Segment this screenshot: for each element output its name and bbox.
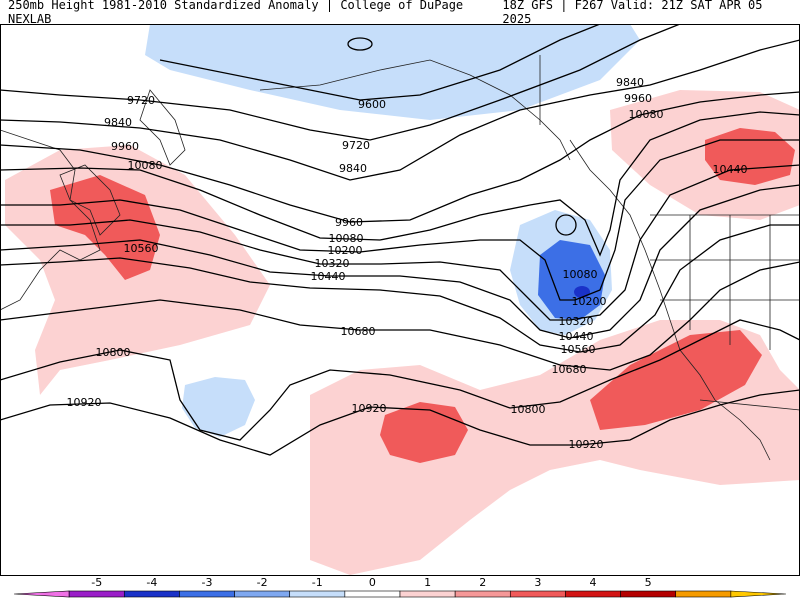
colorbar-segment	[289, 590, 346, 598]
colorbar-segment	[565, 590, 621, 598]
contour-9840	[0, 39, 800, 181]
colorbar-svg: -5 -4 -3 -2 -1 0 1 2 3 4 5	[13, 576, 787, 598]
contour-label: 9840	[616, 76, 644, 89]
contour-10320	[0, 164, 800, 321]
height-contours	[0, 23, 800, 456]
colorbar-segment	[620, 590, 677, 598]
contour-9600-closed	[347, 37, 373, 51]
colorbar: -5 -4 -3 -2 -1 0 1 2 3 4 5	[0, 574, 800, 600]
bc-coastline	[569, 139, 671, 321]
contour-label: 10560	[124, 242, 159, 255]
contour-10680	[0, 261, 800, 371]
colorbar-tick-label: 5	[645, 576, 652, 589]
us-state-lines	[650, 215, 800, 350]
colorbar-tick-label: 0	[369, 576, 376, 589]
colorbar-tick-label: 1	[424, 576, 431, 589]
contour-10560	[0, 224, 800, 353]
contour-label: 10200	[572, 295, 607, 308]
contour-label: 10920	[352, 402, 387, 415]
colorbar-segment	[68, 590, 125, 598]
colorbar-tick-label: -3	[202, 576, 213, 589]
coastlines	[0, 55, 800, 461]
mexico-border	[699, 399, 800, 411]
contour-label: 10800	[96, 346, 131, 359]
header-valid-time: 18Z GFS | F267 Valid: 21Z SAT APR 05 202…	[502, 0, 763, 26]
contour-label: 10800	[511, 403, 546, 416]
colorbar-tick-label: -2	[257, 576, 268, 589]
header-title: 250mb Height 1981-2010 Standardized Anom…	[8, 0, 464, 26]
contour-label: 10920	[67, 396, 102, 409]
contour-label: 10080	[563, 268, 598, 281]
contour-label: 10320	[315, 257, 350, 270]
contour-label: 10200	[328, 244, 363, 257]
japan-coastline	[59, 164, 121, 236]
anomaly-shading	[5, 24, 800, 575]
contour-9720	[0, 23, 681, 141]
anomaly-neg-central-pacific	[182, 377, 255, 437]
contour-10800	[0, 319, 800, 441]
map-svg: 9600 9720 9720 9840 9840 9840 9960 9960 …	[0, 23, 800, 576]
contour-label: 9600	[358, 98, 386, 111]
anomaly-pos-hawaii	[380, 402, 468, 463]
contour-label: 10440	[311, 270, 346, 283]
colorbar-tick-label: 2	[479, 576, 486, 589]
colorbar-tick-label: -1	[312, 576, 323, 589]
colorbar-segment	[509, 590, 566, 598]
map-area: 9600 9720 9720 9840 9840 9840 9960 9960 …	[0, 23, 800, 576]
colorbar-tick-label: -5	[91, 576, 102, 589]
contour-10080-closed	[555, 214, 577, 236]
alaska-coastline	[259, 59, 571, 161]
contour-label: 10440	[559, 330, 594, 343]
colorbar-segment	[675, 590, 732, 598]
contour-label: 10920	[569, 438, 604, 451]
contour-label: 9840	[339, 162, 367, 175]
contour-10440	[0, 184, 800, 339]
contour-label: 10440	[713, 163, 748, 176]
contour-label: 10320	[559, 315, 594, 328]
contour-labels: 9600 9720 9720 9840 9840 9840 9960 9960 …	[67, 76, 748, 451]
contour-label: 10680	[552, 363, 587, 376]
anomaly-pos-japan-inner	[50, 175, 160, 280]
contour-label: 10080	[128, 159, 163, 172]
anomaly-neg-trough-inner	[538, 240, 605, 320]
anomaly-neg-alaska	[145, 24, 640, 120]
colorbar-segment	[399, 590, 456, 598]
contour-label: 9720	[342, 139, 370, 152]
colorbar-tick-label: 4	[590, 576, 597, 589]
kamchatka-coastline	[139, 89, 186, 166]
contour-label: 9960	[111, 140, 139, 153]
colorbar-segment	[234, 590, 291, 598]
contour-9960	[0, 91, 800, 223]
contour-label: 9960	[624, 92, 652, 105]
colorbar-tick-label: -4	[146, 576, 157, 589]
colorbar-segment	[454, 590, 511, 598]
colorbar-segments	[13, 590, 787, 598]
map-header: 250mb Height 1981-2010 Standardized Anom…	[0, 0, 800, 26]
colorbar-segment	[730, 590, 787, 598]
contour-label: 9720	[127, 94, 155, 107]
contour-label: 10560	[561, 343, 596, 356]
contour-9600	[159, 23, 601, 101]
contour-label: 10080	[629, 108, 664, 121]
anomaly-pos-socal	[590, 330, 762, 430]
contour-label: 10680	[341, 325, 376, 338]
colorbar-labels: -5 -4 -3 -2 -1 0 1 2 3 4 5	[91, 576, 651, 589]
contour-10080	[0, 111, 800, 257]
colorbar-segment	[13, 590, 70, 598]
colorbar-tick-label: 3	[534, 576, 541, 589]
contour-label: 10080	[329, 232, 364, 245]
colorbar-segment	[344, 590, 401, 598]
contour-10920	[0, 389, 800, 456]
contour-label: 9960	[335, 216, 363, 229]
colorbar-segment	[179, 590, 235, 598]
colorbar-segment	[123, 590, 180, 598]
contour-label: 9840	[104, 116, 132, 129]
contour-10200	[0, 139, 800, 301]
